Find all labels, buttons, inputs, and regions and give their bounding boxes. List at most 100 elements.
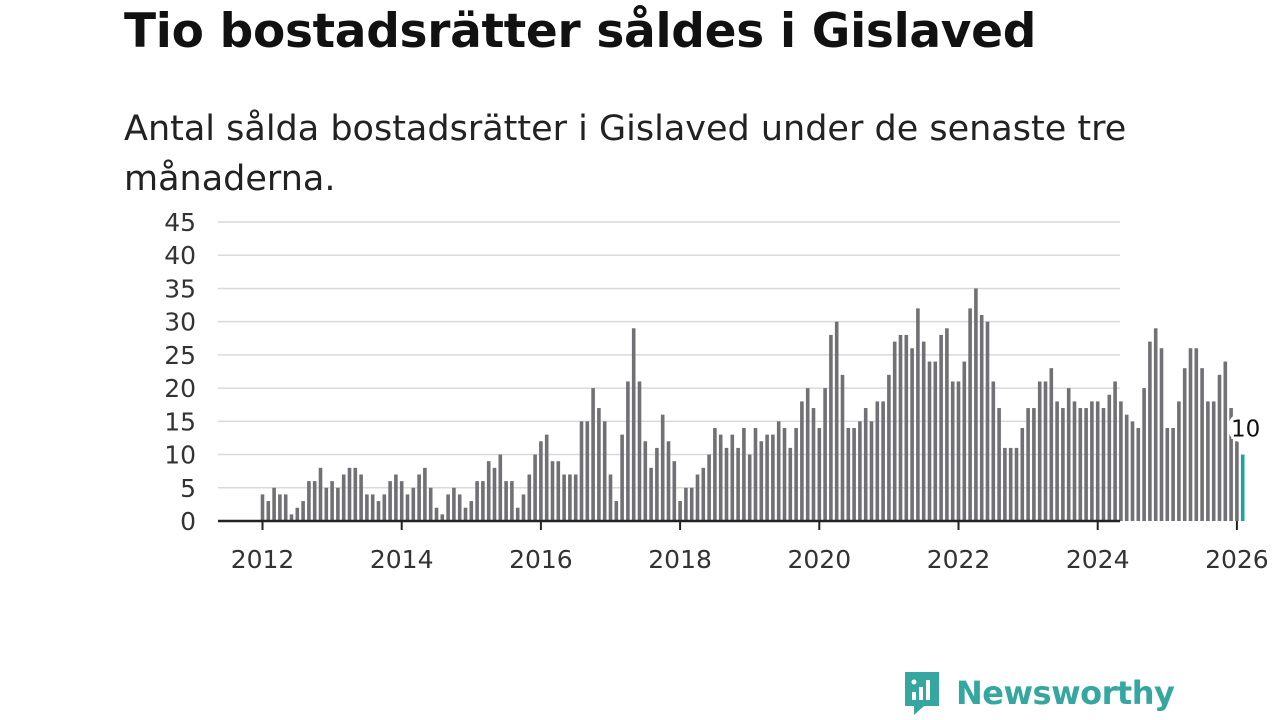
- bar: [399, 481, 404, 521]
- bar: [515, 507, 520, 521]
- bar: [863, 408, 868, 521]
- x-tick-label: 2014: [370, 545, 434, 574]
- bar: [701, 467, 706, 521]
- bar: [510, 481, 514, 521]
- y-tick-label: 0: [180, 507, 196, 536]
- bar: [782, 427, 787, 521]
- bar: [747, 454, 752, 521]
- bar: [573, 474, 578, 521]
- bar-highlight: [1240, 454, 1245, 521]
- bar: [1003, 447, 1007, 521]
- bar: [295, 507, 300, 521]
- y-tick-label: 40: [164, 241, 196, 270]
- bar: [637, 381, 642, 521]
- bar: [823, 388, 827, 521]
- y-tick-label: 25: [164, 341, 196, 370]
- bar: [927, 361, 932, 521]
- newsworthy-logo-icon: [905, 672, 939, 715]
- newsworthy-logo[interactable]: Newsworthy: [902, 670, 1175, 716]
- bar: [1078, 408, 1083, 521]
- bar: [655, 447, 659, 521]
- bar: [336, 487, 340, 521]
- bar: [347, 467, 352, 521]
- bar: [620, 434, 624, 521]
- bar: [649, 467, 653, 521]
- bar: [991, 381, 996, 521]
- bar: [1165, 427, 1170, 521]
- bar: [1159, 348, 1164, 521]
- x-tick-label: 2026: [1205, 545, 1269, 574]
- data-label-halo: [1227, 412, 1258, 443]
- bar: [1229, 408, 1233, 521]
- bar: [1153, 328, 1158, 521]
- bar: [330, 481, 334, 521]
- bar: [341, 474, 346, 521]
- brand-name: Newsworthy: [956, 674, 1175, 712]
- bar: [382, 494, 387, 521]
- bar: [643, 441, 648, 521]
- bar: [1119, 401, 1123, 521]
- bar: [707, 454, 711, 521]
- bar: [272, 487, 276, 521]
- bar: [875, 401, 880, 521]
- bar: [550, 461, 555, 521]
- bar: [376, 501, 381, 521]
- y-tick-label: 20: [164, 374, 196, 403]
- bar: [475, 481, 479, 521]
- y-tick-label: 30: [164, 308, 196, 337]
- bar: [846, 427, 851, 521]
- bar: [359, 474, 363, 521]
- bar: [469, 501, 474, 521]
- bar: [597, 408, 601, 521]
- bar: [318, 467, 323, 521]
- bar: [1095, 401, 1100, 521]
- bar: [771, 434, 775, 521]
- y-tick-label: 5: [180, 474, 196, 503]
- bar: [1130, 421, 1135, 521]
- bar: [457, 494, 462, 521]
- bar: [1177, 401, 1181, 521]
- bar: [1171, 427, 1175, 521]
- bar: [1235, 441, 1239, 521]
- bar: [1107, 394, 1112, 521]
- bar: [1148, 341, 1152, 521]
- bar: [1124, 414, 1129, 521]
- bar: [887, 374, 891, 521]
- bar: [434, 507, 439, 521]
- bar: [968, 308, 972, 521]
- bar: [1026, 408, 1030, 521]
- bar: [556, 461, 561, 521]
- bar: [1066, 388, 1071, 521]
- bar: [892, 341, 897, 521]
- bar: [736, 447, 740, 521]
- bar: [956, 381, 961, 521]
- y-tick-label: 45: [164, 208, 196, 237]
- bar: [440, 514, 445, 521]
- bar: [527, 474, 532, 521]
- bar: [881, 401, 885, 521]
- bar: [1020, 427, 1025, 521]
- bar: [1101, 408, 1106, 521]
- bar: [452, 487, 456, 521]
- y-tick-label: 35: [164, 274, 196, 303]
- bar: [1061, 408, 1065, 521]
- bar: [260, 494, 265, 521]
- bar: [283, 494, 288, 521]
- bar: [1043, 381, 1048, 521]
- bar: [1084, 408, 1088, 521]
- bar: [504, 481, 508, 521]
- bar: [492, 467, 497, 521]
- bar: [724, 447, 729, 521]
- bar: [1055, 401, 1059, 521]
- bar: [614, 501, 619, 521]
- bar: [498, 454, 503, 521]
- bar: [428, 487, 433, 521]
- bar: [817, 427, 822, 521]
- bar: [985, 321, 990, 521]
- bar: [718, 434, 723, 521]
- bar: [602, 421, 607, 521]
- bar: [759, 441, 764, 521]
- bar: [1182, 368, 1187, 521]
- bar: [811, 408, 816, 521]
- bar: [840, 374, 845, 521]
